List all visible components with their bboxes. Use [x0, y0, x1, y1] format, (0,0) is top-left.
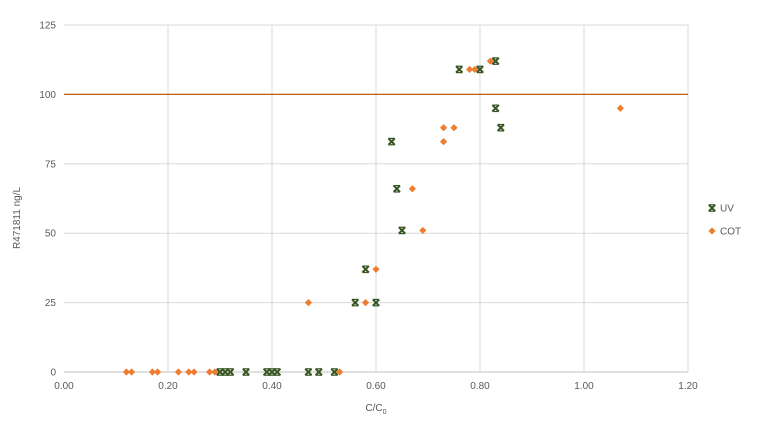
y-tick-label: 100: [39, 90, 56, 101]
y-axis-title: R471811 ng/L: [12, 187, 23, 250]
data-point-cot: [128, 368, 136, 376]
data-point-uv: [491, 57, 500, 65]
data-point-uv: [398, 226, 406, 235]
data-point-cot: [206, 368, 214, 376]
x-tick-label: 0.60: [366, 381, 386, 392]
x-axis-title-main: C/C: [365, 403, 382, 414]
y-tick-label: 75: [45, 159, 57, 170]
data-point-uv: [361, 265, 370, 274]
data-point-cot: [122, 368, 130, 376]
data-point-uv: [372, 298, 380, 307]
data-point-uv: [455, 65, 464, 74]
data-point-cot: [148, 368, 156, 376]
data-point-uv: [351, 298, 360, 307]
data-point-cot: [372, 265, 380, 273]
data-point-uv: [242, 368, 250, 376]
data-point-cot: [211, 368, 219, 376]
data-point-uv: [273, 368, 282, 376]
data-point-cot: [440, 124, 448, 132]
x-tick-label: 0.40: [262, 381, 282, 392]
data-point-uv: [304, 368, 313, 376]
data-point-cot: [419, 226, 427, 235]
axes: 0 25 50 75 100 125 0.00 0.20 0.40 0.60 0.80 1.00 1.2…: [39, 21, 698, 393]
data-point-uv: [387, 137, 396, 146]
data-point-uv: [491, 104, 500, 113]
data-point-uv: [226, 368, 235, 376]
y-tick-label: 50: [45, 229, 57, 240]
legend: UV COT: [708, 204, 741, 238]
data-point-uv: [476, 65, 484, 74]
data-point-cot: [154, 368, 162, 376]
x-axis-title-subscript: 0: [383, 409, 387, 416]
data-point-uv: [496, 123, 505, 132]
data-point-cot: [362, 299, 370, 307]
legend-label-uv: UV: [720, 204, 734, 215]
gridlines: [64, 24, 689, 372]
data-point-uv: [314, 368, 323, 376]
data-point-cot: [466, 65, 474, 74]
legend-marker-uv: [708, 204, 716, 212]
data-point-uv: [330, 368, 339, 376]
data-point-cot: [185, 368, 193, 376]
data-point-cot: [471, 65, 479, 74]
x-axis-title: C/C0: [365, 403, 386, 416]
x-tick-label: 0.00: [54, 381, 74, 392]
data-point-cot: [408, 185, 416, 193]
legend-marker-cot: [708, 227, 716, 235]
x-tick-label: 0.80: [470, 381, 490, 392]
data-point-cot: [450, 124, 458, 132]
data-point-uv: [392, 184, 401, 193]
legend-label-cot: COT: [720, 227, 741, 238]
x-tick-label: 0.20: [158, 381, 178, 392]
data-points: [122, 57, 624, 376]
x-tick-label: 1.00: [574, 381, 594, 392]
y-tick-label: 125: [39, 21, 56, 32]
data-point-cot: [174, 368, 182, 376]
data-point-cot: [336, 368, 344, 376]
data-point-cot: [486, 57, 494, 65]
y-tick-label: 0: [50, 368, 56, 379]
y-tick-label: 25: [45, 298, 57, 309]
x-tick-label: 1.20: [678, 381, 698, 392]
data-point-cot: [616, 104, 624, 112]
data-point-cot: [304, 299, 312, 307]
data-point-cot: [440, 137, 448, 146]
data-point-cot: [190, 368, 198, 376]
